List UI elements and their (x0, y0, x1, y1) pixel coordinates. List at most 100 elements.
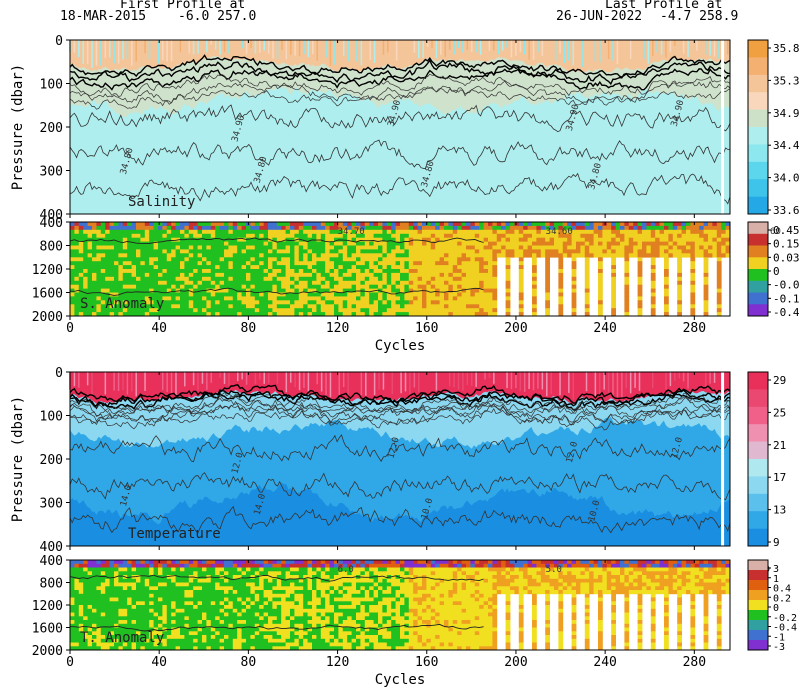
anomaly-cell (83, 265, 88, 270)
anomaly-cell (562, 229, 568, 235)
anomaly-cell (584, 249, 590, 254)
anomaly-cell (369, 284, 374, 289)
anomaly-cell (417, 292, 423, 297)
anomaly-cell (356, 225, 361, 231)
anomaly-cell (74, 620, 80, 625)
anomaly-cell (422, 237, 427, 242)
anomaly-cell (136, 276, 141, 282)
anomaly-cell (237, 575, 242, 580)
anomaly-cell (413, 233, 418, 239)
anomaly-cell (303, 638, 308, 643)
anomaly-cell (576, 233, 581, 239)
anomaly-cell (272, 237, 278, 242)
anomaly-cell (140, 646, 146, 651)
anomaly-cell (268, 563, 273, 568)
anomaly-cell (237, 597, 242, 602)
anomaly-cell (294, 257, 300, 262)
anomaly-cell (650, 284, 656, 289)
anomaly-cell (281, 249, 286, 254)
anomaly-cell (210, 612, 216, 617)
anomaly-cell (197, 296, 203, 301)
anomaly-cell (127, 631, 132, 636)
anomaly-cell (250, 257, 256, 262)
anomaly-cell (360, 296, 366, 301)
anomaly-cell (290, 237, 295, 242)
anomaly-cell (338, 276, 344, 282)
anomaly-cell (232, 272, 238, 278)
anomaly-cell (624, 225, 630, 231)
anomaly-cell (312, 304, 317, 309)
anomaly-cell (716, 245, 722, 250)
anomaly-cell (268, 605, 273, 610)
anomaly-cell (290, 590, 295, 595)
anomaly-cell (144, 593, 150, 598)
anomaly-cell (268, 646, 273, 651)
anomaly-cell (87, 642, 93, 647)
anomaly-cell (285, 642, 291, 647)
anomaly-cell (290, 631, 295, 636)
anomaly-cell (303, 308, 308, 313)
anomaly-cell (338, 272, 344, 278)
anomaly-cell (285, 590, 291, 595)
anomaly-cell (320, 642, 326, 647)
anomaly-cell (272, 304, 278, 309)
anomaly-cell (329, 597, 335, 602)
anomaly-cell (259, 296, 264, 301)
anomaly-cell (505, 225, 511, 231)
anomaly-cell (602, 249, 608, 254)
anomaly-cell (272, 567, 278, 572)
anomaly-cell (171, 280, 176, 286)
anomaly-cell (338, 292, 344, 297)
anomaly-cell (448, 222, 454, 227)
anomaly-cell (312, 257, 317, 262)
anomaly-cell (74, 601, 80, 606)
anomaly-cell (378, 265, 383, 270)
anomaly-cell (180, 233, 185, 239)
anomaly-cell (272, 284, 278, 289)
anomaly-cell (96, 308, 102, 313)
anomaly-cell (400, 241, 405, 246)
anomaly-cell (224, 631, 229, 636)
anomaly-cell (290, 257, 295, 262)
anomaly-cell (320, 567, 326, 572)
anomaly-cell (215, 608, 220, 613)
anomaly-cell (356, 276, 361, 282)
anomaly-cell (703, 265, 709, 270)
panel-t-anomaly: 6.05.04.0 (69, 560, 770, 651)
anomaly-cell (474, 312, 480, 317)
anomaly-cell (149, 269, 154, 274)
anomaly-cell (100, 300, 106, 305)
anomaly-cell (241, 560, 247, 565)
anomaly-cell (114, 257, 119, 262)
anomaly-cell (488, 292, 493, 297)
anomaly-cell (329, 245, 335, 250)
anomaly-cell (298, 578, 304, 583)
anomaly-cell (114, 272, 119, 278)
anomaly-cell (413, 245, 418, 250)
anomaly-cell (127, 308, 132, 313)
anomaly-cell (716, 225, 722, 231)
anomaly-cell (281, 288, 286, 293)
anomaly-cell (514, 229, 520, 235)
anomaly-cell (650, 272, 656, 278)
anomaly-cell (259, 631, 264, 636)
anomaly-cell (488, 261, 493, 266)
anomaly-cell (483, 237, 489, 242)
anomaly-cell (268, 642, 273, 647)
anomaly-cell (78, 616, 84, 621)
anomaly-cell (329, 627, 335, 632)
anomaly-cell (408, 229, 414, 235)
anomaly-cell (92, 292, 97, 297)
anomaly-cell (259, 597, 264, 602)
anomaly-cell (316, 280, 322, 286)
anomaly-cell (202, 272, 207, 278)
anomaly-cell (351, 304, 357, 309)
anomaly-cell (316, 288, 322, 293)
anomaly-cell (105, 597, 110, 602)
anomaly-cell (162, 571, 168, 576)
anomaly-cell (628, 225, 634, 231)
anomaly-cell (426, 276, 432, 282)
anomaly-cell (224, 288, 229, 293)
anomaly-cell (430, 237, 436, 242)
anomaly-cell (668, 241, 674, 246)
